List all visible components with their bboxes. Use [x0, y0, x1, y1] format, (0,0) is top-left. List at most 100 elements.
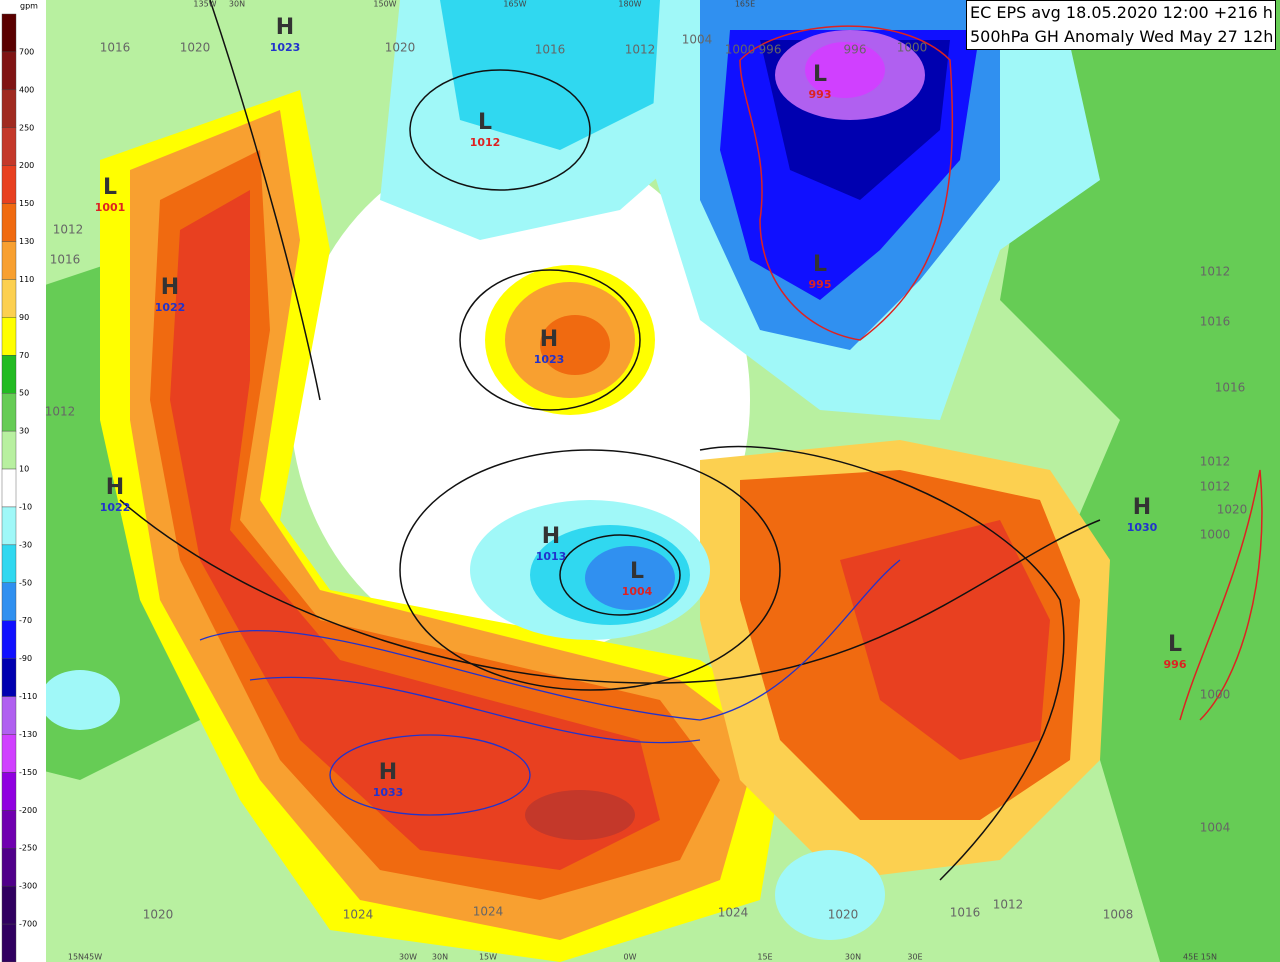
center-letter: L — [630, 559, 644, 584]
title-line: 500hPa GH Anomaly Wed May 27 12h — [970, 27, 1274, 46]
graticule-label: 15W — [479, 953, 497, 962]
center-letter: H — [106, 475, 124, 500]
isobar-label: 1016 — [950, 906, 981, 920]
colorbar-label: 250 — [19, 123, 34, 132]
isobar-label: 1012 — [1200, 455, 1231, 469]
isobar-label: 1020 — [143, 908, 174, 922]
colorbar-swatch — [1, 734, 17, 773]
graticule-label: 0W — [624, 953, 637, 962]
center-value: 1030 — [1127, 521, 1158, 534]
colorbar-swatch — [1, 241, 17, 280]
colorbar-swatch — [1, 430, 17, 470]
isobar-label: 1012 — [993, 898, 1024, 912]
graticule-label: 165E — [735, 0, 755, 9]
colorbar-swatch — [1, 544, 17, 584]
center-letter: H — [379, 760, 397, 785]
graticule-label: 30N — [845, 953, 861, 962]
isobar-label: 1016 — [535, 43, 566, 57]
isobar-label: 1016 — [1215, 381, 1246, 395]
colorbar-swatch — [1, 885, 17, 925]
isobar-label: 1020 — [828, 908, 859, 922]
colorbar-swatch — [1, 393, 17, 432]
colorbar-swatch — [1, 355, 17, 394]
isobar-label: 1020 — [180, 41, 211, 55]
center-letter: H — [276, 15, 294, 40]
colorbar-swatch — [1, 848, 17, 887]
colorbar-swatch — [1, 582, 17, 621]
colorbar-label: 90 — [19, 313, 29, 322]
colorbar-swatch — [1, 279, 17, 318]
center-value: 1001 — [95, 201, 126, 214]
isobar-label: 996 — [759, 43, 782, 57]
colorbar-swatch — [1, 696, 17, 735]
center-letter: H — [542, 524, 560, 549]
colorbar-label: 50 — [19, 389, 29, 398]
isobar-label: 1000 — [725, 43, 756, 57]
colorbar-swatch — [1, 165, 17, 204]
center-letter: L — [103, 175, 117, 200]
graticule-label: 15N45W — [68, 953, 102, 962]
center-letter: H — [540, 327, 558, 352]
isobar-label: 1024 — [343, 908, 374, 922]
isobar-label: 1000 — [1200, 688, 1231, 702]
center-letter: L — [1168, 632, 1182, 657]
colorbar-swatch — [1, 317, 17, 356]
colorbar-label: -300 — [19, 882, 37, 891]
center-value: 1022 — [155, 301, 186, 314]
center-value: 995 — [809, 278, 832, 291]
graticule-label: 30W — [399, 953, 417, 962]
graticule-label: 30N — [432, 953, 448, 962]
colorbar-label: -200 — [19, 806, 37, 815]
center-value: 1033 — [373, 786, 404, 799]
title-box: EC EPS avg 18.05.2020 12:00 +216 h 500hP… — [966, 0, 1276, 50]
center-letter: H — [1133, 495, 1151, 520]
graticule-label: 180W — [618, 0, 641, 9]
colorbar-label: -130 — [19, 730, 37, 739]
graticule-label: 45E 15N — [1183, 953, 1217, 962]
colorbar-label: -50 — [19, 578, 32, 587]
colorbar-label: -250 — [19, 844, 37, 853]
center-value: 1012 — [470, 136, 501, 149]
isobars — [119, 0, 1101, 881]
isobar-label: 1004 — [1200, 821, 1231, 835]
colorbar-swatch — [1, 203, 17, 242]
isobar-label: 996 — [844, 43, 867, 57]
colorbar-label: 10 — [19, 465, 29, 474]
center-value: 1023 — [270, 41, 301, 54]
colorbar-label: 200 — [19, 161, 34, 170]
isobar-label: 1000 — [1200, 528, 1231, 542]
graticule-label: 165W — [503, 0, 526, 9]
isobar-label: 1000 — [897, 41, 928, 55]
isobar-label: 1012 — [1200, 480, 1231, 494]
center-letter: L — [478, 110, 492, 135]
colorbar-label: 110 — [19, 275, 34, 284]
colorbar-swatch — [1, 923, 17, 962]
colorbar-swatch — [1, 772, 17, 811]
isobar-label: 1004 — [682, 33, 713, 47]
colorbar-label: -700 — [19, 920, 37, 929]
graticule-label: 30E — [907, 953, 922, 962]
isobar-label: 1016 — [50, 253, 81, 267]
graticule-label: 15E — [757, 953, 772, 962]
center-letter: L — [813, 252, 827, 277]
isobar-label: 1024 — [718, 906, 749, 920]
colorbar-swatch — [1, 127, 17, 166]
colorbar-swatch — [1, 89, 17, 128]
center-letter: H — [161, 275, 179, 300]
colorbar-label: -70 — [19, 616, 32, 625]
isobar-label: 1012 — [1200, 265, 1231, 279]
isobar-label: 1020 — [385, 41, 416, 55]
colorbar-swatch — [1, 51, 17, 91]
isobar-label: 1008 — [1103, 908, 1134, 922]
colorbar-label: 70 — [19, 351, 29, 360]
colorbar-swatch — [1, 810, 17, 849]
colorbar-label: 130 — [19, 237, 34, 246]
center-value: 996 — [1164, 658, 1187, 671]
colorbar-label: -150 — [19, 768, 37, 777]
colorbar-label: -110 — [19, 692, 37, 701]
graticule-label: 30N — [229, 0, 245, 9]
isobars-low — [739, 25, 1263, 721]
colorbar-swatch — [1, 620, 17, 659]
